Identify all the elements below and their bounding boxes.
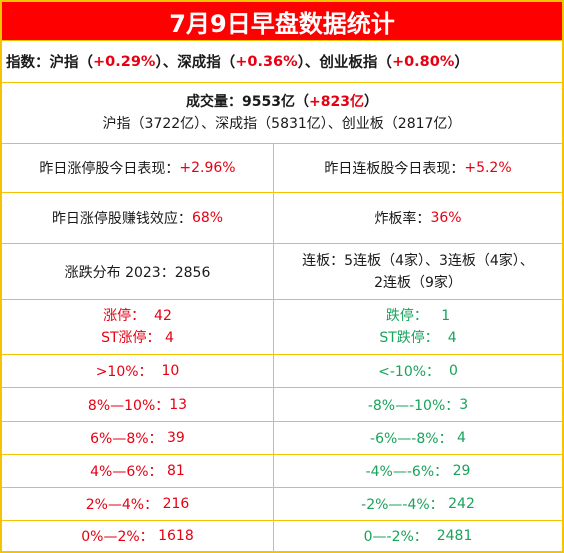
st-limit-down-line: ST跌停： 4 (379, 327, 456, 349)
index-summary: 指数： 沪指（ +0.29% ）、深成指（ +0.36% ）、创业板指（ +0.… (2, 41, 562, 83)
volume-detail: 沪指（3722亿）、深成指（5831亿）、创业板（2817亿） (102, 116, 462, 132)
range-down-cell: 0—-2%： 2481 (274, 521, 562, 551)
volume-summary: 成交量：9553亿（+823亿） 沪指（3722亿）、深成指（5831亿）、创业… (2, 83, 562, 144)
table-row: >10%： 10 <-10%： 0 (2, 355, 562, 388)
consecutive-boards-line2: 2连板（9家） (374, 274, 462, 291)
table-row: 涨停： 42 ST涨停： 4 跌停： 1 ST跌停： 4 (2, 300, 562, 355)
distribution-cell: 涨跌分布 2023：2856 (2, 244, 274, 299)
limit-up-value: 42 (154, 308, 172, 324)
st-limit-down-value: 4 (447, 330, 457, 346)
blowup-rate-cell: 炸板率： 36% (274, 193, 562, 243)
profit-effect-label: 昨日涨停股赚钱效应： (51, 211, 192, 227)
yesterday-limit-up-value: +2.96% (179, 160, 236, 176)
range-down-label: <-10%： (378, 364, 441, 380)
table-row: 0%—2%： 1618 0—-2%： 2481 (2, 521, 562, 551)
st-limit-up-line: ST涨停： 4 (101, 327, 174, 349)
range-down-label: 0—-2%： (363, 529, 428, 545)
range-up-value: 39 (167, 430, 185, 446)
range-down-cell: -2%—-4%： 242 (274, 488, 562, 520)
st-limit-up-label: ST涨停： (101, 330, 161, 346)
range-up-cell: 8%—10%： 13 (2, 388, 274, 421)
range-up-label: 2%—4%： (85, 497, 159, 513)
range-down-value: 29 (452, 463, 471, 479)
range-down-value: 242 (448, 496, 475, 512)
volume-total: 成交量：9553亿（+823亿） (186, 91, 378, 113)
range-up-label: 4%—6%： (90, 464, 163, 480)
index-suffix: ） (454, 55, 469, 71)
limit-down-label: 跌停： (385, 308, 428, 324)
range-down-label: -2%—-4%： (361, 497, 444, 513)
yesterday-limit-up-cell: 昨日涨停股今日表现： +2.96% (2, 144, 274, 192)
st-limit-down-label: ST跌停： (379, 330, 439, 346)
page-title: 7月9日早盘数据统计 (2, 2, 562, 41)
st-limit-up-value: 4 (164, 330, 174, 346)
range-up-label: >10%： (95, 364, 153, 380)
range-up-label: 8%—10%： (87, 397, 170, 414)
volume-close: ） (363, 94, 378, 110)
cy-index-label: ）、创业板指（ (297, 55, 392, 71)
range-down-label: -6%—-8%： (370, 431, 453, 447)
range-up-cell: >10%： 10 (2, 355, 274, 387)
cy-index-change: +0.80% (391, 53, 455, 70)
range-up-label: 0%—2%： (81, 529, 154, 545)
range-down-value: 2481 (436, 528, 473, 544)
range-up-value: 81 (167, 463, 185, 479)
index-prefix: 指数： (6, 55, 50, 71)
blowup-rate-value: 36% (430, 210, 462, 226)
range-up-value: 10 (161, 363, 180, 379)
volume-label: 成交量： (186, 94, 243, 110)
limit-down-line: 跌停： 1 (386, 305, 450, 327)
sz-index-change: +0.36% (235, 53, 298, 70)
limit-down-value: 1 (441, 308, 451, 324)
yesterday-consecutive-cell: 昨日连板股今日表现： +5.2% (274, 144, 562, 192)
range-up-cell: 2%—4%： 216 (2, 488, 274, 520)
sh-index-change: +0.29% (93, 53, 156, 70)
range-down-cell: -8%—-10%： 3 (274, 388, 562, 421)
volume-value: 9553亿（ (242, 94, 309, 110)
consecutive-boards-line1: 连板：5连板（4家）、3连板（4家）、 (302, 252, 534, 269)
range-up-value: 216 (162, 496, 190, 512)
table-row: 昨日涨停股今日表现： +2.96% 昨日连板股今日表现： +5.2% (2, 144, 562, 193)
range-up-cell: 6%—8%： 39 (2, 422, 274, 454)
table-row: 4%—6%： 81 -4%—-6%： 29 (2, 455, 562, 488)
range-down-cell: <-10%： 0 (274, 355, 562, 387)
table-row: 2%—4%： 216 -2%—-4%： 242 (2, 488, 562, 521)
limit-up-line: 涨停： 42 (103, 305, 172, 327)
limit-up-label: 涨停： (103, 308, 146, 324)
profit-effect-cell: 昨日涨停股赚钱效应： 68% (2, 193, 274, 243)
sz-index-label: ）、深成指（ (155, 55, 236, 71)
range-down-value: 3 (459, 396, 469, 413)
yesterday-consecutive-value: +5.2% (464, 160, 512, 176)
table-row: 涨跌分布 2023：2856 连板：5连板（4家）、3连板（4家）、 2连板（9… (2, 244, 562, 300)
range-down-label: -4%—-6%： (365, 464, 449, 480)
range-down-cell: -6%—-8%： 4 (274, 422, 562, 454)
limit-down-cell: 跌停： 1 ST跌停： 4 (274, 300, 562, 354)
table-row: 8%—10%： 13 -8%—-10%： 3 (2, 388, 562, 422)
table-row: 6%—8%： 39 -6%—-8%： 4 (2, 422, 562, 455)
table-row: 昨日涨停股赚钱效应： 68% 炸板率： 36% (2, 193, 562, 244)
yesterday-consecutive-label: 昨日连板股今日表现： (324, 161, 465, 177)
range-down-value: 0 (448, 363, 458, 379)
range-up-cell: 0%—2%： 1618 (2, 521, 274, 551)
range-up-value: 1618 (158, 528, 194, 544)
profit-effect-value: 68% (191, 210, 224, 226)
distribution-label: 涨跌分布 2023：2856 (64, 264, 211, 281)
blowup-rate-label: 炸板率： (374, 211, 431, 227)
consecutive-boards-cell: 连板：5连板（4家）、3连板（4家）、 2连板（9家） (274, 244, 562, 299)
range-up-value: 13 (169, 396, 188, 413)
range-up-label: 6%—8%： (90, 431, 163, 447)
range-down-value: 4 (457, 430, 466, 446)
range-up-cell: 4%—6%： 81 (2, 455, 274, 487)
yesterday-limit-up-label: 昨日涨停股今日表现： (39, 161, 180, 177)
limit-up-cell: 涨停： 42 ST涨停： 4 (2, 300, 274, 354)
sh-index-label: 沪指（ (49, 55, 94, 71)
range-down-cell: -4%—-6%： 29 (274, 455, 562, 487)
volume-change: +823亿 (309, 94, 364, 110)
range-down-label: -8%—-10%： (367, 397, 460, 414)
